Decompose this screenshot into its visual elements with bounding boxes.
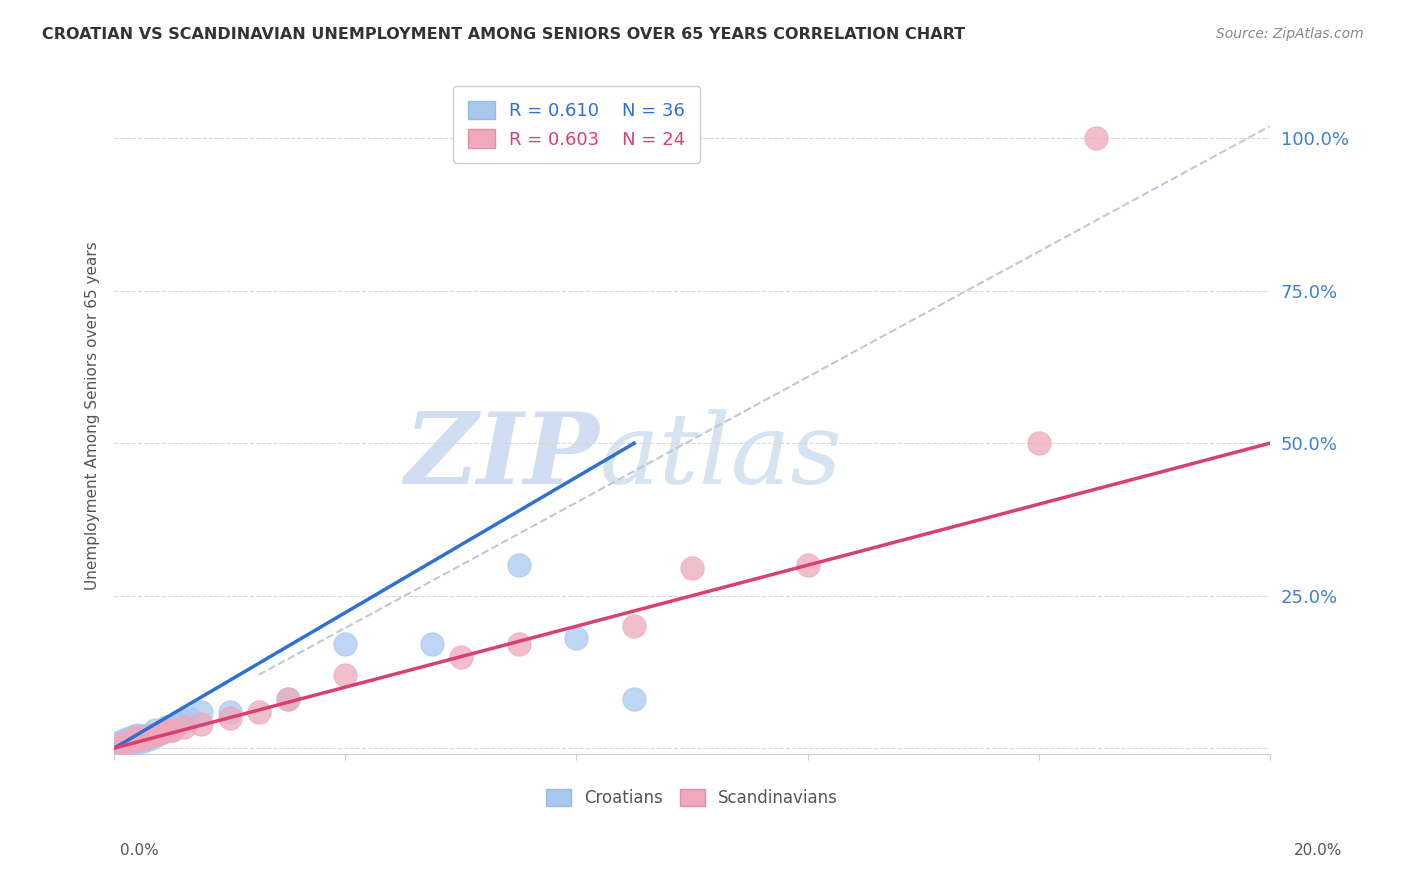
Point xyxy=(132,729,155,743)
Point xyxy=(108,736,131,750)
Text: atlas: atlas xyxy=(599,409,842,504)
Point xyxy=(173,714,195,728)
Point xyxy=(149,726,172,740)
Point xyxy=(565,632,588,646)
Point xyxy=(132,731,155,746)
Point xyxy=(114,736,136,750)
Point xyxy=(173,720,195,734)
Point xyxy=(681,561,703,575)
Point xyxy=(127,731,149,746)
Point xyxy=(796,558,818,573)
Text: CROATIAN VS SCANDINAVIAN UNEMPLOYMENT AMONG SENIORS OVER 65 YEARS CORRELATION CH: CROATIAN VS SCANDINAVIAN UNEMPLOYMENT AM… xyxy=(42,27,966,42)
Point xyxy=(179,711,201,725)
Point xyxy=(114,731,136,746)
Point xyxy=(1085,131,1108,145)
Point xyxy=(155,720,177,734)
Point xyxy=(143,729,166,743)
Point xyxy=(1028,436,1050,450)
Point xyxy=(160,723,183,737)
Point xyxy=(132,731,155,746)
Point xyxy=(121,735,143,749)
Point xyxy=(132,733,155,747)
Point xyxy=(218,711,240,725)
Point xyxy=(166,716,188,731)
Point xyxy=(420,637,443,651)
Point xyxy=(121,730,143,744)
Point xyxy=(276,692,298,706)
Point xyxy=(450,649,472,664)
Point xyxy=(623,619,645,633)
Point xyxy=(247,705,270,719)
Point xyxy=(121,731,143,746)
Point xyxy=(127,735,149,749)
Point xyxy=(138,729,160,743)
Point xyxy=(108,738,131,752)
Point xyxy=(190,705,212,719)
Point xyxy=(160,723,183,737)
Point xyxy=(114,733,136,747)
Point xyxy=(127,731,149,746)
Point xyxy=(108,738,131,752)
Text: 0.0%: 0.0% xyxy=(120,843,159,858)
Point xyxy=(114,735,136,749)
Point xyxy=(127,730,149,744)
Text: 20.0%: 20.0% xyxy=(1295,843,1343,858)
Point xyxy=(218,705,240,719)
Point xyxy=(335,637,357,651)
Point xyxy=(121,733,143,747)
Point xyxy=(127,728,149,742)
Point xyxy=(114,735,136,749)
Point xyxy=(143,723,166,737)
Point xyxy=(335,668,357,682)
Point xyxy=(623,692,645,706)
Text: ZIP: ZIP xyxy=(405,409,599,505)
Y-axis label: Unemployment Among Seniors over 65 years: Unemployment Among Seniors over 65 years xyxy=(86,242,100,591)
Text: Source: ZipAtlas.com: Source: ZipAtlas.com xyxy=(1216,27,1364,41)
Point xyxy=(155,724,177,739)
Point xyxy=(143,728,166,742)
Point xyxy=(190,716,212,731)
Point xyxy=(276,692,298,706)
Point xyxy=(149,726,172,740)
Point xyxy=(138,731,160,746)
Point xyxy=(138,728,160,742)
Legend: Croatians, Scandinavians: Croatians, Scandinavians xyxy=(540,782,845,814)
Point xyxy=(121,733,143,747)
Point xyxy=(508,637,530,651)
Point xyxy=(127,730,149,744)
Point xyxy=(108,735,131,749)
Point xyxy=(508,558,530,573)
